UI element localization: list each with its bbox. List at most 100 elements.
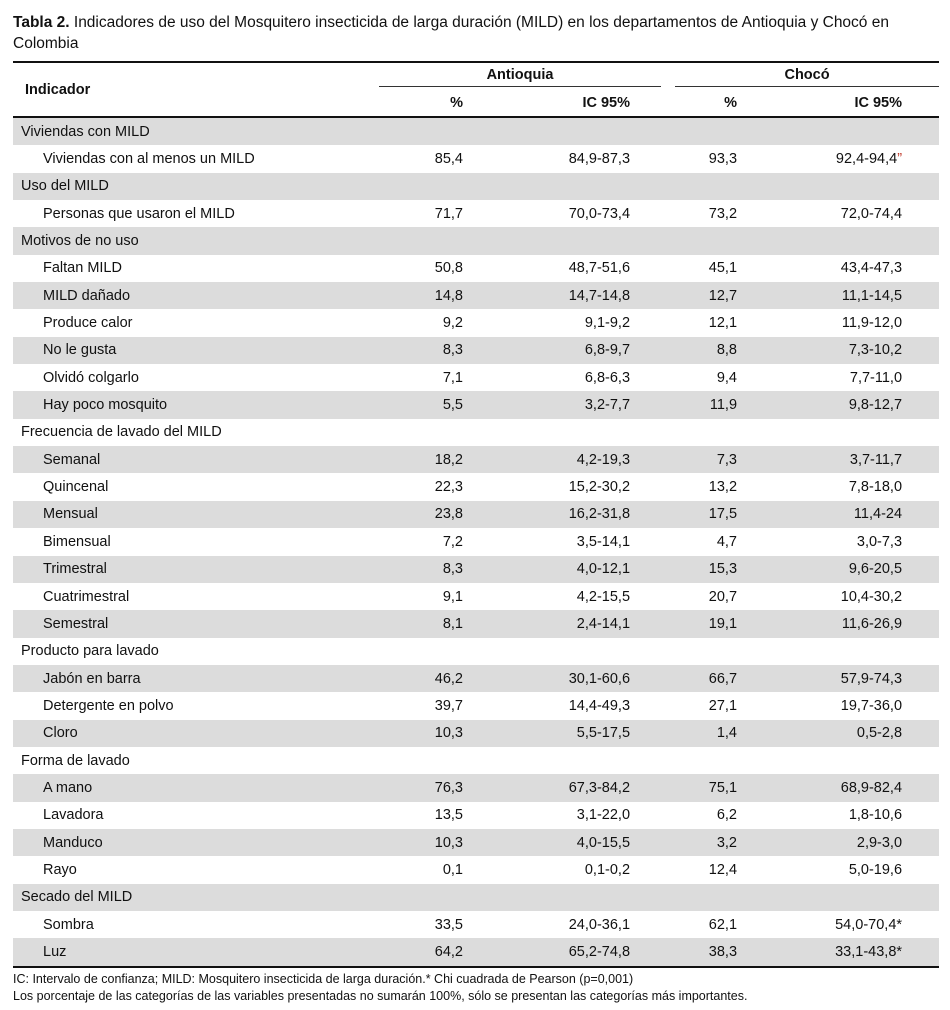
antioquia-pct-cell: 76,3 xyxy=(377,774,477,802)
choco-pct-cell-value: 19,1 xyxy=(708,615,738,632)
antioquia-pct-cell-value: 22,3 xyxy=(434,479,463,496)
antioquia-pct-cell-value: 39,7 xyxy=(434,697,463,714)
indicator-label: Cloro xyxy=(13,719,377,747)
table-caption: Tabla 2. Indicadores de uso del Mosquite… xyxy=(13,12,939,54)
header-antioquia-ci: IC 95% xyxy=(477,90,668,118)
antioquia-pct-cell: 85,4 xyxy=(377,145,477,172)
choco-ci-cell: 3,7-11,7 xyxy=(737,446,940,474)
choco-pct-cell-value: 13,2 xyxy=(708,479,738,496)
category-row: Producto para lavado xyxy=(13,638,939,665)
antioquia-pct-cell: 71,7 xyxy=(377,200,477,227)
antioquia-ci-cell-value: 4,2-19,3 xyxy=(576,451,631,468)
antioquia-ci-cell: 0,1-0,2 xyxy=(477,856,667,883)
header-choco-ci: IC 95% xyxy=(737,90,940,118)
antioquia-pct-cell-value: 10,3 xyxy=(434,834,463,851)
antioquia-pct-cell: 22,3 xyxy=(377,473,477,500)
antioquia-ci-cell-value: 5,5-17,5 xyxy=(576,725,631,742)
choco-ci-cell-value: 0,5-2,8 xyxy=(856,725,903,742)
indicator-label: Luz xyxy=(13,938,377,968)
choco-pct-cell-value: 20,7 xyxy=(708,588,738,605)
choco-pct-cell-value: 6,2 xyxy=(716,807,738,824)
antioquia-ci-cell-value: 6,8-9,7 xyxy=(584,342,631,359)
choco-ci-cell: 33,1-43,8* xyxy=(737,938,940,968)
header-indicator: Indicador xyxy=(13,61,377,118)
antioquia-ci-cell: 30,1-60,6 xyxy=(477,664,668,693)
antioquia-pct-cell: 50,8 xyxy=(377,255,477,282)
table-row: Detergente en polvo 39,7 14,4-49,3 27,1 19,7… xyxy=(13,692,939,719)
table-row: Rayo 0,1 0,1-0,2 12,4 5,0-19,6 xyxy=(13,856,939,883)
choco-pct-cell: 38,3 xyxy=(667,938,738,968)
choco-pct-cell-value: 17,5 xyxy=(708,506,738,523)
antioquia-ci-cell-value: 30,1-60,6 xyxy=(568,670,631,687)
choco-pct-cell: 45,1 xyxy=(667,255,737,282)
choco-pct-cell-value: 9,4 xyxy=(716,369,738,386)
antioquia-ci-cell: 65,2-74,8 xyxy=(477,938,668,968)
antioquia-pct-cell-value: 13,5 xyxy=(434,807,463,824)
indicator-label: Jabón en barra xyxy=(13,664,377,693)
indicator-label: Personas que usaron el MILD xyxy=(43,205,235,222)
choco-ci-cell: 11,6-26,9 xyxy=(737,610,940,638)
antioquia-ci-cell xyxy=(477,419,667,446)
choco-ci-cell xyxy=(737,227,940,255)
antioquia-ci-cell-value: 3,2-7,7 xyxy=(584,397,631,414)
choco-ci-cell-value: 10,4-30,2 xyxy=(840,588,903,605)
choco-ci-cell-value: 7,7-11,0 xyxy=(849,369,903,386)
antioquia-pct-cell: 14,8 xyxy=(377,282,477,310)
antioquia-pct-cell: 8,1 xyxy=(377,610,477,638)
indicator-label: Produce calor xyxy=(43,315,133,332)
antioquia-pct-cell-value: 8,3 xyxy=(442,342,463,359)
choco-pct-cell xyxy=(667,227,738,255)
antioquia-pct-cell xyxy=(377,172,477,201)
indicator-label: Olvidó colgarlo xyxy=(43,369,139,386)
table-row: Cloro 10,3 5,5-17,5 1,4 0,5-2,8 xyxy=(13,719,940,747)
choco-pct-cell: 73,2 xyxy=(667,200,737,227)
indicator-label: No le gusta xyxy=(13,336,377,365)
choco-pct-cell-value: 12,7 xyxy=(708,287,738,304)
table-container: Tabla 2. Indicadores de uso del Mosquite… xyxy=(13,0,940,1005)
antioquia-ci-cell: 3,5-14,1 xyxy=(477,528,667,555)
table-caption-text: Indicadores de uso del Mosquitero insect… xyxy=(13,14,889,52)
antioquia-ci-cell: 6,8-9,7 xyxy=(477,336,668,365)
antioquia-ci-cell-value: 3,5-14,1 xyxy=(576,533,631,550)
choco-pct-cell-value: 38,3 xyxy=(708,943,738,960)
table-row: No le gusta 8,3 6,8-9,7 8,8 7,3-10,2 xyxy=(13,336,940,365)
antioquia-pct-cell-value: 10,3 xyxy=(434,725,463,742)
antioquia-pct-cell-value: 33,5 xyxy=(434,916,463,933)
antioquia-ci-cell: 6,8-6,3 xyxy=(477,364,667,391)
antioquia-ci-cell-value: 2,4-14,1 xyxy=(576,615,631,632)
antioquia-ci-cell-value: 4,0-12,1 xyxy=(576,561,631,578)
choco-pct-cell-value: 12,1 xyxy=(708,315,738,332)
antioquia-pct-cell-value: 23,8 xyxy=(434,506,463,523)
antioquia-pct-cell-value: 8,3 xyxy=(442,561,463,578)
choco-ci-cell: 57,9-74,3 xyxy=(737,664,940,693)
indicator-label: Viviendas con al menos un MILD xyxy=(43,151,255,168)
antioquia-pct-cell: 0,1 xyxy=(377,856,477,883)
antioquia-ci-cell xyxy=(477,227,668,255)
antioquia-ci-cell: 4,2-19,3 xyxy=(477,446,668,474)
antioquia-ci-cell-value: 84,9-87,3 xyxy=(568,151,631,168)
indicator-label: Semestral xyxy=(13,610,377,638)
indicator-label: Mensual xyxy=(13,500,377,529)
choco-ci-cell: 11,9-12,0 xyxy=(737,309,939,336)
choco-ci-cell: 7,3-10,2 xyxy=(737,336,940,365)
antioquia-pct-cell: 8,3 xyxy=(377,336,477,365)
table-row: Produce calor 9,2 9,1-9,2 12,1 11,9-12,0 xyxy=(13,309,939,336)
antioquia-pct-cell: 9,2 xyxy=(377,309,477,336)
antioquia-ci-cell: 3,1-22,0 xyxy=(477,802,667,829)
note-mark: ” xyxy=(897,151,903,168)
choco-ci-cell-value: 1,8-10,6 xyxy=(848,807,903,824)
antioquia-pct-cell-value: 46,2 xyxy=(434,670,463,687)
antioquia-pct-cell xyxy=(377,747,477,774)
antioquia-ci-cell-value: 4,2-15,5 xyxy=(576,588,631,605)
antioquia-pct-cell: 64,2 xyxy=(377,938,477,968)
antioquia-ci-cell-value: 0,1-0,2 xyxy=(584,861,631,878)
choco-pct-cell: 12,1 xyxy=(667,309,737,336)
choco-ci-cell-value: 11,4-24 xyxy=(853,506,903,523)
table-row: Quincenal 22,3 15,2-30,2 13,2 7,8-18,0 xyxy=(13,473,939,500)
table-row: Faltan MILD 50,8 48,7-51,6 45,1 43,4-47,3 xyxy=(13,255,939,282)
table-row: A mano 76,3 67,3-84,2 75,1 68,9-82,4 xyxy=(13,774,940,802)
table-footnotes: IC: Intervalo de confianza; MILD: Mosqui… xyxy=(13,971,939,1005)
antioquia-ci-cell-value: 9,1-9,2 xyxy=(584,315,631,332)
choco-pct-cell xyxy=(667,638,737,665)
antioquia-ci-cell-value: 16,2-31,8 xyxy=(568,506,631,523)
